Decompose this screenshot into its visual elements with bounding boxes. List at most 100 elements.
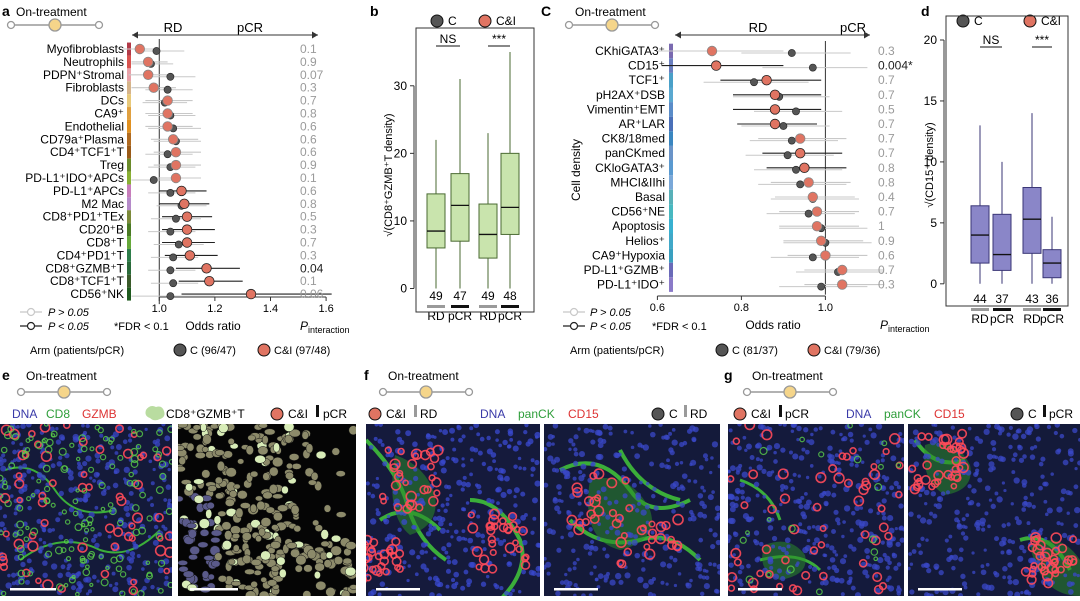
nucleus (916, 514, 921, 519)
p-value: 0.1 (300, 274, 317, 288)
nucleus (50, 463, 56, 469)
nucleus (420, 542, 427, 548)
cd8-signal (155, 486, 164, 495)
nucleus (534, 480, 540, 487)
cd15-cell (419, 484, 429, 495)
nucleus (958, 556, 964, 562)
ci-point (162, 121, 173, 132)
nucleus (737, 578, 743, 584)
c-label-g: C (1028, 407, 1037, 421)
row-label: CK8/18med (602, 132, 665, 146)
n-label: 36 (1045, 292, 1059, 306)
nucleus (597, 573, 604, 579)
ci-point (811, 220, 823, 232)
x-tick-label: 0.8 (734, 302, 749, 314)
cd15-cell (621, 476, 630, 485)
nucleus (689, 462, 693, 467)
pcr-label-c: pCR (840, 20, 866, 35)
cd15-cell (950, 470, 962, 482)
panel-letter-f: f (364, 367, 369, 383)
row-color-strip (127, 107, 131, 120)
p-value: 0.6 (300, 132, 317, 146)
cd8-signal (31, 492, 36, 498)
x-tick-label: 1.0 (152, 303, 167, 315)
p-value: 0.9 (878, 234, 895, 248)
nucleus (517, 456, 522, 461)
cd8gzmbt-cell (331, 534, 342, 543)
nucleus (773, 459, 778, 464)
cd8-signal (739, 536, 747, 544)
nucleus (975, 526, 981, 531)
cd8-signal (72, 510, 79, 517)
timeline-icon-c (564, 18, 660, 32)
cd8gzmbt-cell (276, 556, 286, 566)
nucleus (986, 424, 992, 429)
nucleus (770, 470, 775, 474)
nucleus (77, 571, 81, 575)
cd15-cell (953, 473, 962, 483)
nucleus (935, 456, 940, 462)
x-tick-label: 1.2 (207, 303, 222, 315)
nucleus (822, 490, 827, 495)
cd15-cell (1029, 565, 1037, 573)
outcome-label: RD (971, 312, 989, 326)
nucleus (810, 432, 814, 437)
nucleus (607, 425, 613, 431)
nucleus (658, 424, 663, 427)
nucleus (115, 444, 122, 450)
nucleus (1040, 456, 1046, 462)
nucleus (374, 424, 379, 427)
cd8-signal (63, 582, 69, 588)
cd15-cell (27, 540, 39, 552)
nucleus (834, 453, 839, 458)
nucleus (1074, 467, 1078, 471)
nucleus (167, 501, 171, 506)
nucleus (876, 511, 880, 516)
nucleus (496, 501, 500, 505)
nucleus (476, 514, 481, 519)
nucleus (550, 459, 557, 465)
nucleus (545, 561, 552, 568)
nucleus (522, 539, 528, 546)
nucleus (831, 492, 837, 498)
nucleus (470, 458, 474, 462)
nucleus (373, 436, 378, 441)
nucleus (55, 439, 62, 445)
nucleus (1054, 424, 1060, 428)
cd8-signal (786, 565, 795, 574)
nucleus (832, 549, 837, 554)
nucleus (918, 550, 923, 556)
cd8-signal (26, 496, 32, 502)
segmented-cell (277, 504, 289, 512)
legend-ci-dot-d (1023, 14, 1037, 28)
p-value: 0.9 (300, 158, 317, 172)
nucleus (926, 568, 932, 574)
cd15-cell (366, 563, 369, 573)
panck-region-fill (762, 541, 806, 580)
cd15-cell (366, 576, 368, 583)
pcr-bar-e (316, 405, 319, 417)
row-label: AR⁺LAR (619, 117, 666, 131)
nucleus (1022, 454, 1027, 459)
nucleus (1017, 445, 1023, 451)
nucleus (1074, 506, 1080, 514)
nucleus (991, 466, 996, 471)
cd15-cell (16, 496, 23, 504)
nucleus (563, 579, 570, 586)
nucleus (556, 484, 562, 490)
nucleus (708, 562, 713, 567)
nucleus (509, 437, 514, 442)
nucleus (567, 567, 572, 572)
nucleus (114, 451, 119, 455)
p-value: 0.5 (300, 210, 317, 224)
cd8-signal (117, 454, 124, 461)
nucleus (893, 565, 899, 571)
nucleus (165, 484, 172, 490)
nucleus (486, 435, 491, 441)
nucleus (572, 566, 577, 571)
nucleus (58, 455, 63, 460)
nucleus (564, 572, 568, 577)
nucleus (513, 487, 520, 494)
nucleus (462, 475, 467, 480)
nucleus (45, 482, 50, 487)
